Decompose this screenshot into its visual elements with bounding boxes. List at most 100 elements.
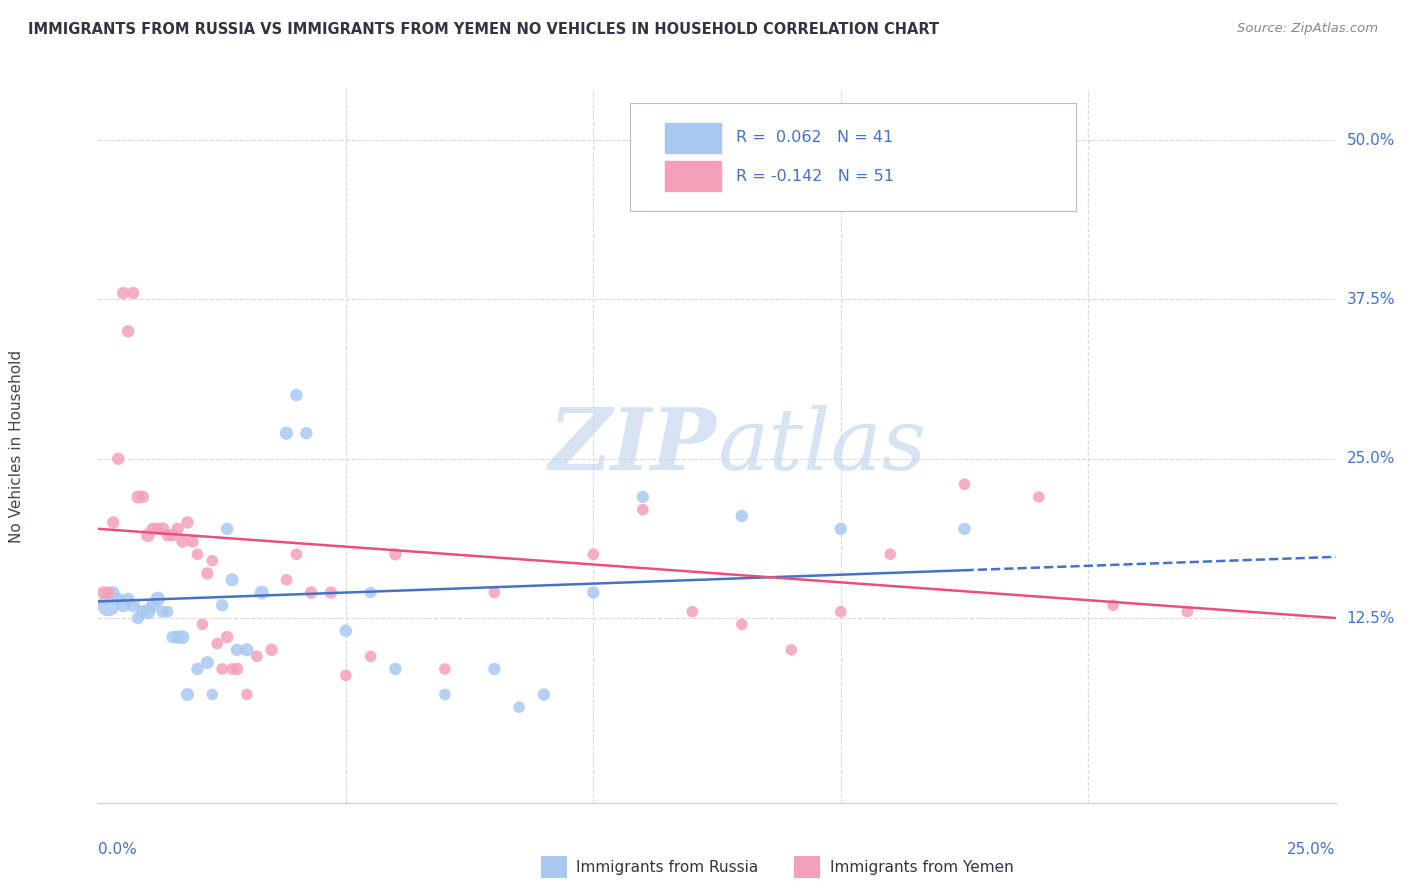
- Point: [146, 591, 169, 606]
- Point: [433, 662, 456, 676]
- Point: [211, 662, 233, 676]
- Point: [127, 611, 149, 625]
- Point: [226, 643, 249, 657]
- Point: [681, 605, 703, 619]
- Point: [780, 643, 803, 657]
- Point: [112, 286, 135, 301]
- Point: [879, 547, 901, 561]
- Point: [533, 688, 555, 702]
- Text: Immigrants from Russia: Immigrants from Russia: [576, 860, 759, 874]
- Point: [176, 516, 198, 530]
- Point: [953, 477, 976, 491]
- Point: [276, 573, 298, 587]
- Point: [156, 605, 179, 619]
- Text: IMMIGRANTS FROM RUSSIA VS IMMIGRANTS FROM YEMEN NO VEHICLES IN HOUSEHOLD CORRELA: IMMIGRANTS FROM RUSSIA VS IMMIGRANTS FRO…: [28, 22, 939, 37]
- Text: 0.0%: 0.0%: [98, 842, 138, 856]
- Text: R = -0.142   N = 51: R = -0.142 N = 51: [735, 169, 894, 184]
- Point: [384, 662, 406, 676]
- Point: [136, 605, 159, 619]
- Point: [132, 605, 155, 619]
- Point: [217, 522, 239, 536]
- Point: [830, 605, 852, 619]
- Point: [1102, 599, 1125, 613]
- Point: [162, 528, 184, 542]
- Point: [205, 636, 228, 650]
- Point: [246, 649, 269, 664]
- Point: [236, 688, 259, 702]
- Text: 37.5%: 37.5%: [1347, 292, 1395, 307]
- Point: [484, 662, 506, 676]
- Point: [181, 534, 204, 549]
- Point: [176, 688, 198, 702]
- FancyBboxPatch shape: [630, 103, 1076, 211]
- Point: [122, 286, 145, 301]
- Text: R =  0.062   N = 41: R = 0.062 N = 41: [735, 130, 893, 145]
- Point: [360, 649, 382, 664]
- Point: [335, 624, 357, 638]
- Bar: [665, 161, 721, 191]
- Point: [142, 599, 165, 613]
- Point: [201, 688, 224, 702]
- Point: [217, 630, 239, 644]
- Point: [146, 522, 169, 536]
- Point: [93, 585, 115, 599]
- Point: [97, 585, 120, 599]
- Point: [186, 547, 208, 561]
- Point: [360, 585, 382, 599]
- Text: Immigrants from Yemen: Immigrants from Yemen: [830, 860, 1014, 874]
- Text: 50.0%: 50.0%: [1347, 133, 1395, 148]
- Point: [211, 599, 233, 613]
- Point: [172, 630, 194, 644]
- Point: [484, 585, 506, 599]
- Point: [295, 426, 318, 441]
- Point: [132, 490, 155, 504]
- Point: [276, 426, 298, 441]
- Point: [97, 599, 120, 613]
- Point: [285, 547, 308, 561]
- Point: [226, 662, 249, 676]
- Point: [142, 522, 165, 536]
- Point: [162, 630, 184, 644]
- Point: [631, 490, 654, 504]
- Point: [195, 656, 218, 670]
- Point: [319, 585, 342, 599]
- Point: [166, 522, 188, 536]
- Point: [195, 566, 218, 581]
- Point: [631, 502, 654, 516]
- Point: [172, 534, 194, 549]
- Point: [166, 630, 188, 644]
- Point: [508, 700, 530, 714]
- Point: [186, 662, 208, 676]
- Point: [117, 324, 139, 338]
- Point: [112, 599, 135, 613]
- Point: [201, 554, 224, 568]
- Point: [335, 668, 357, 682]
- Point: [152, 522, 174, 536]
- Bar: [665, 123, 721, 153]
- Point: [1028, 490, 1050, 504]
- Point: [260, 643, 283, 657]
- Point: [117, 591, 139, 606]
- Point: [1175, 605, 1198, 619]
- Point: [236, 643, 259, 657]
- Point: [953, 522, 976, 536]
- Text: Source: ZipAtlas.com: Source: ZipAtlas.com: [1237, 22, 1378, 36]
- Text: 25.0%: 25.0%: [1347, 451, 1395, 467]
- Point: [582, 585, 605, 599]
- Point: [582, 547, 605, 561]
- Point: [830, 522, 852, 536]
- Point: [731, 617, 754, 632]
- Point: [221, 662, 243, 676]
- Point: [136, 528, 159, 542]
- Text: 25.0%: 25.0%: [1288, 842, 1336, 856]
- Point: [103, 585, 125, 599]
- Point: [122, 599, 145, 613]
- Text: ZIP: ZIP: [550, 404, 717, 488]
- Point: [107, 591, 129, 606]
- Point: [156, 528, 179, 542]
- Point: [433, 688, 456, 702]
- Point: [731, 509, 754, 524]
- Point: [299, 585, 322, 599]
- Point: [221, 573, 243, 587]
- Point: [285, 388, 308, 402]
